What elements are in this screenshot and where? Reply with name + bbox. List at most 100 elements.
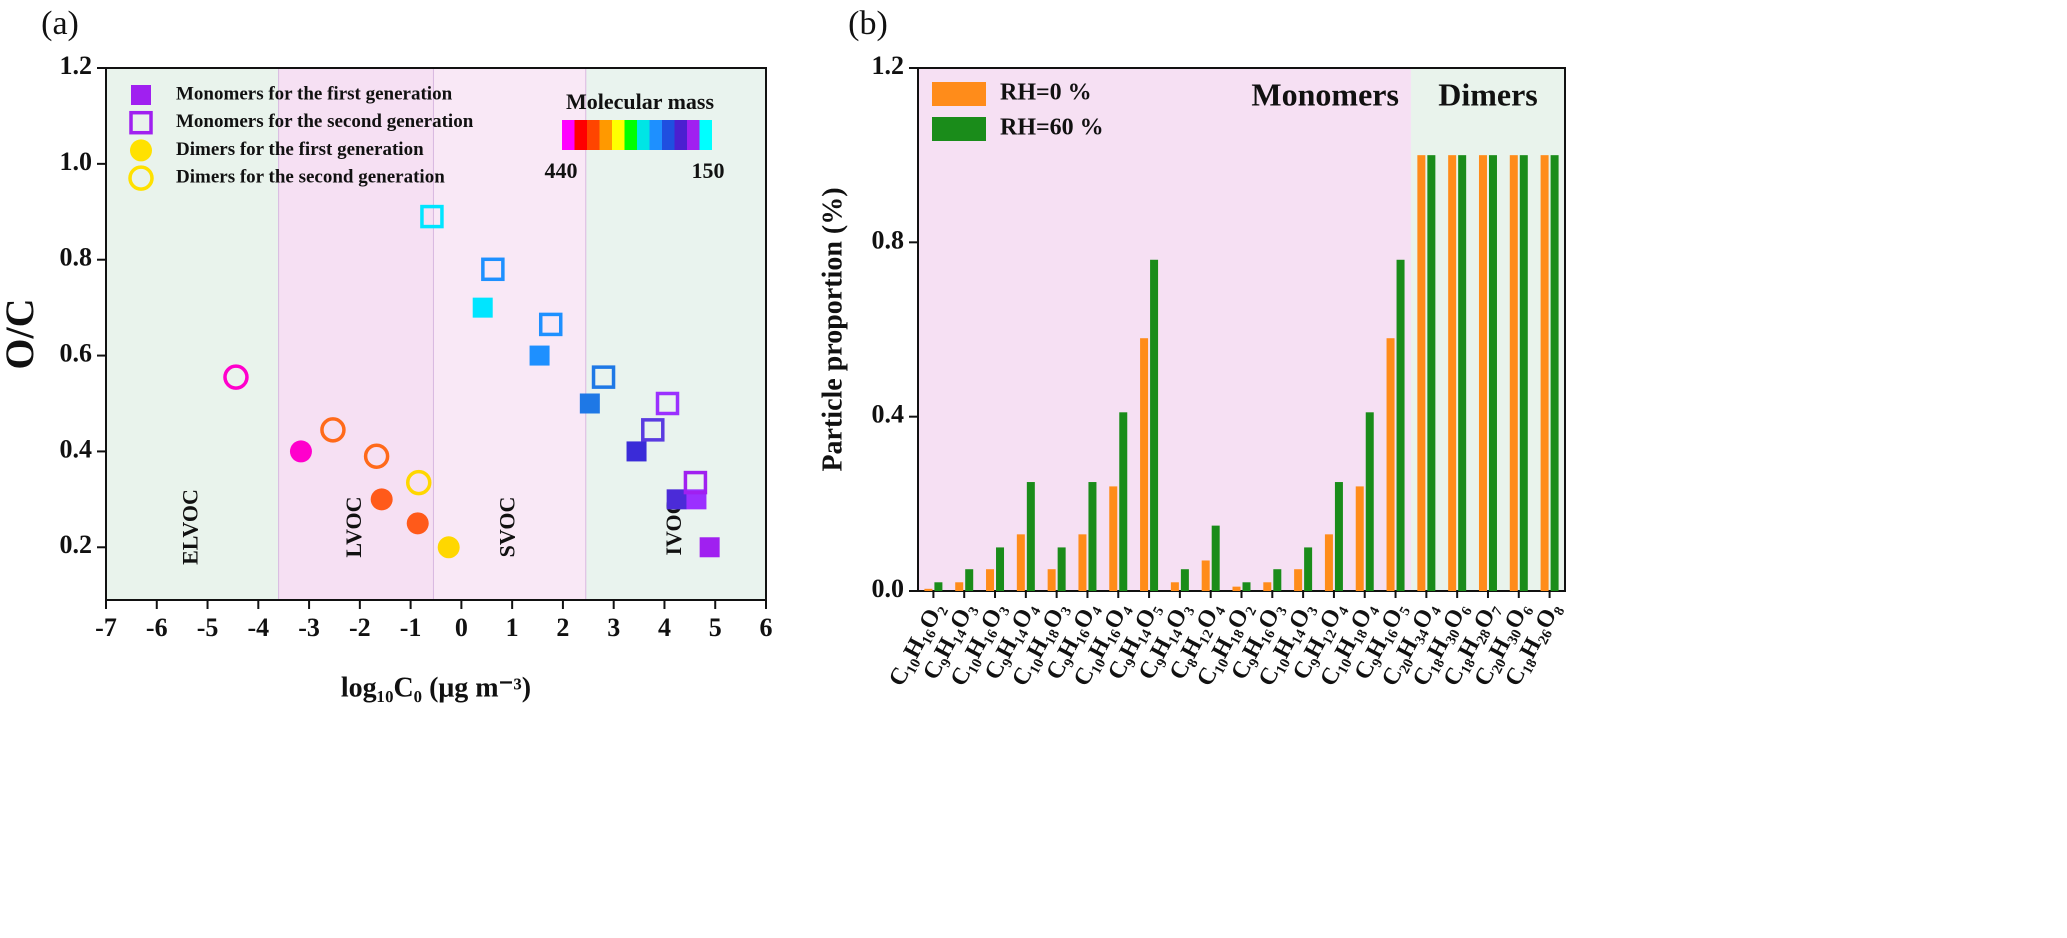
bar — [1334, 482, 1343, 591]
bar — [1519, 155, 1528, 591]
bar — [1417, 155, 1426, 591]
bar — [1057, 547, 1066, 591]
bar — [1427, 155, 1436, 591]
x-tick-label: 0 — [455, 613, 468, 642]
bar — [996, 547, 1005, 591]
colorbar-swatch — [587, 120, 600, 150]
point — [370, 488, 393, 511]
y-tick-label: 1.2 — [60, 51, 93, 80]
point — [686, 489, 707, 510]
y-tick-label: 0.4 — [872, 400, 905, 429]
bar — [955, 582, 964, 591]
y-tick-label: 0.8 — [872, 225, 905, 254]
colorbar-swatch — [674, 120, 687, 150]
bar — [1232, 586, 1241, 591]
legend-label: Dimers for the first generation — [176, 139, 424, 160]
region — [585, 68, 766, 600]
colorbar-swatch — [574, 120, 587, 150]
point — [472, 297, 493, 318]
colorbar-swatch — [649, 120, 662, 150]
legend-label: Dimers for the second generation — [176, 166, 445, 187]
bar — [1294, 569, 1303, 591]
point — [289, 440, 312, 463]
region-label: LVOC — [341, 496, 366, 557]
colorbar-swatch — [699, 120, 712, 150]
bar — [1242, 582, 1251, 591]
region-label: Monomers — [1251, 76, 1399, 112]
bar — [1478, 155, 1487, 591]
colorbar-swatch — [662, 120, 675, 150]
region — [918, 68, 1411, 591]
y-tick-label: 1.0 — [60, 147, 93, 176]
bar — [986, 569, 995, 591]
bar — [1365, 412, 1374, 591]
bar — [1355, 486, 1364, 591]
y-axis-label: O/C — [0, 298, 42, 369]
panel-label: (a) — [41, 5, 79, 42]
x-tick-label: 2 — [556, 613, 569, 642]
region-label: ELVOC — [177, 489, 202, 565]
bar — [1273, 569, 1282, 591]
y-tick-label: 0.2 — [60, 530, 93, 559]
bar — [1540, 155, 1549, 591]
legend-label: Monomers for the second generation — [176, 111, 474, 132]
colorbar-title: Molecular mass — [566, 89, 715, 114]
x-tick-label: -5 — [197, 613, 219, 642]
x-tick-label: 4 — [658, 613, 671, 642]
bar — [1026, 482, 1035, 591]
bar — [1109, 486, 1118, 591]
legend-marker — [130, 139, 152, 162]
x-tick-label: -7 — [95, 613, 117, 642]
colorbar-label: 440 — [545, 158, 578, 183]
bar — [1047, 569, 1056, 591]
legend-swatch — [932, 117, 986, 141]
point — [579, 393, 600, 414]
bar — [1088, 482, 1097, 591]
legend-marker — [131, 85, 151, 105]
bar — [1119, 412, 1128, 591]
x-tick-label: -1 — [400, 613, 422, 642]
y-axis-label: Particle proportion (%) — [817, 187, 848, 471]
colorbar-label: 150 — [692, 158, 725, 183]
x-tick-label: 6 — [760, 613, 773, 642]
legend-label: RH=0 % — [1000, 80, 1092, 106]
point — [420, 204, 444, 229]
bar — [965, 569, 974, 591]
point — [363, 443, 390, 469]
bar — [1304, 547, 1313, 591]
y-tick-label: 0.6 — [60, 339, 93, 368]
region — [1410, 68, 1565, 591]
y-tick-label: 0.0 — [872, 574, 905, 603]
bar — [1488, 155, 1497, 591]
point — [529, 345, 550, 366]
region — [278, 68, 434, 600]
bar — [1324, 534, 1333, 591]
bar — [1201, 560, 1210, 591]
point — [641, 418, 665, 442]
y-tick-label: 1.2 — [872, 51, 905, 80]
bar — [1180, 569, 1189, 591]
y-tick-label: 0.8 — [60, 243, 93, 272]
point — [655, 391, 680, 416]
bar — [1386, 338, 1395, 591]
bar — [1211, 525, 1220, 591]
colorbar-swatch — [624, 120, 637, 150]
bar — [1448, 155, 1457, 591]
colorbar-swatch — [687, 120, 700, 150]
point — [320, 417, 346, 443]
point — [406, 512, 429, 535]
x-tick-label: -3 — [298, 613, 320, 642]
x-tick-label: -4 — [247, 613, 269, 642]
point — [591, 365, 616, 389]
colorbar-swatch — [599, 120, 612, 150]
bar — [1170, 582, 1179, 591]
x-tick-label: 1 — [506, 613, 519, 642]
bar — [1263, 582, 1272, 591]
point — [538, 312, 563, 337]
x-tick-label: 5 — [709, 613, 722, 642]
region-label: SVOC — [495, 497, 520, 558]
bar — [1550, 155, 1559, 591]
point — [405, 469, 432, 496]
